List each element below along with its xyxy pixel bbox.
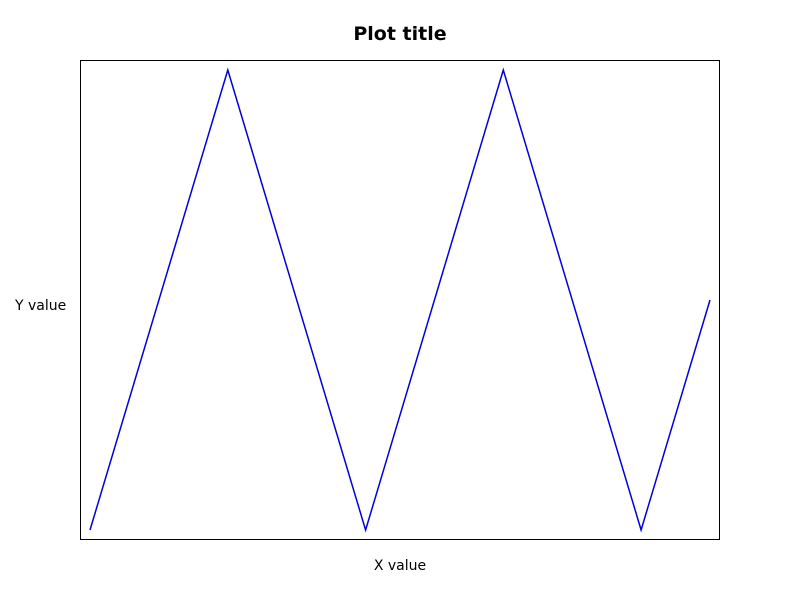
series-line-0: [89, 67, 711, 533]
x-axis-label: X value: [374, 558, 426, 574]
y-axis-label: Y value: [14, 298, 66, 314]
series-layer: [89, 67, 711, 533]
chart-title: Plot title: [353, 23, 446, 45]
plot-frame: [80, 60, 720, 540]
